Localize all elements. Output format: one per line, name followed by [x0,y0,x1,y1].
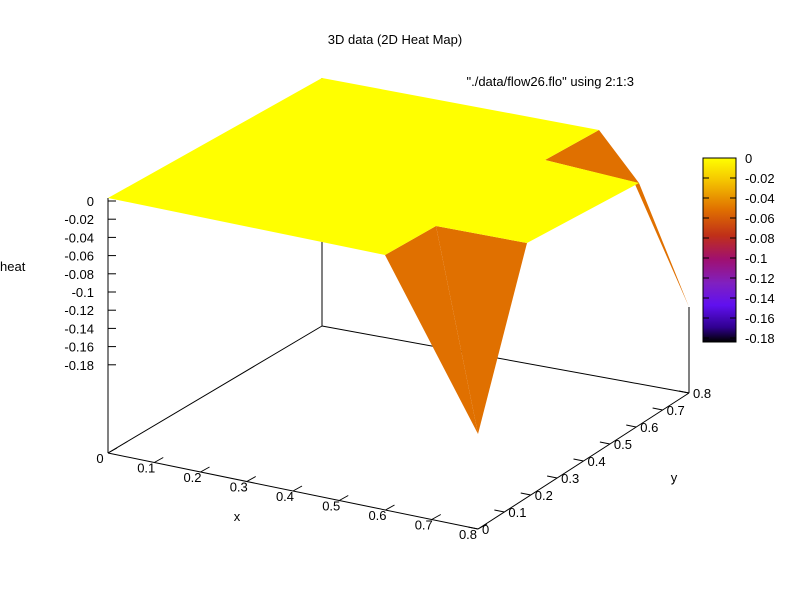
colorbar-tick-label: -0.04 [745,191,775,206]
z-tick-label: -0.18 [64,358,94,373]
z-tick-label: -0.08 [64,267,94,282]
y-tick-mark [626,424,637,428]
x-tick-mark [154,457,164,463]
z-ticks: 0 -0.02 -0.04 -0.06 -0.08 -0.1 -0.12 -0.14 -0.16… [64,194,116,373]
z-tick-label: -0.06 [64,249,94,264]
y-tick-mark [678,390,690,394]
z-tick-label: -0.02 [64,212,94,227]
colorbar: 0 -0.02 -0.04 -0.06 -0.08 -0.1 -0.12 -0.14 -0.16… [702,151,775,346]
y-tick-label: 0.1 [508,505,526,520]
y-tick-label: 0 [482,522,489,537]
colorbar-tick-label: -0.16 [745,311,775,326]
y-tick-label: 0.2 [535,488,553,503]
x-tick-label: 0.6 [368,508,386,523]
z-tick-label: -0.12 [64,303,94,318]
colorbar-tick-label: -0.08 [745,231,775,246]
surface-plateau [108,78,639,255]
back-x-line [321,325,690,394]
surface-face-back-right [545,130,689,307]
z-tick-label: -0.16 [64,340,94,355]
surface [108,78,689,434]
surface-face-front-spike [385,226,478,434]
x-tick-mark [292,485,303,492]
x-tick-mark [385,504,395,511]
y-tick-label: 0.3 [561,471,579,486]
colorbar-tick-label: -0.12 [745,271,775,286]
colorbar-tick-label: -0.06 [745,211,775,226]
y-tick-mark [573,458,584,462]
colorbar-tick-label: -0.1 [745,251,767,266]
y-tick-mark [494,509,505,513]
y-tick-label: 0.5 [614,437,632,452]
x-ticks: 0 0.1 0.2 0.3 0.4 0.5 0.6 0.7 0.8 [96,447,488,542]
x-tick-label: 0.3 [230,480,248,495]
y-tick-mark [520,492,531,496]
x-tick-mark [339,495,349,501]
x-tick-label: 0.7 [415,518,433,533]
z-tick-label: -0.14 [64,321,94,336]
y-tick-mark [599,441,610,445]
y-ticks: 0 0.1 0.2 0.3 0.4 0.5 0.6 0.7 0.8 [467,386,711,537]
x-tick-mark [477,523,488,530]
y-tick-label: 0.7 [667,403,685,418]
colorbar-tick-label: 0 [745,151,752,166]
x-tick-label: 0.2 [183,470,201,485]
colorbar-ticks: 0 -0.02 -0.04 -0.06 -0.08 -0.1 -0.12 -0.14 -0.16… [703,151,775,346]
surface-face-front-side [436,226,527,434]
z-tick-label: 0 [87,194,94,209]
series-legend: "./data/flow26.flo" using 2:1:3 [466,74,634,89]
x-tick-mark [431,514,441,520]
x-axis-label: x [234,509,241,524]
colorbar-tick-label: -0.02 [745,171,775,186]
x-tick-mark [107,447,118,454]
y-axis-label: y [671,470,678,485]
colorbar-tick-label: -0.18 [745,331,775,346]
y-tick-label: 0.4 [588,454,606,469]
z-axis-label: heat [0,259,26,274]
z-tick-label: -0.04 [64,230,94,245]
colorbar-gradient [702,157,737,343]
back-y-line [107,325,323,454]
x-tick-mark [246,476,256,482]
y-tick-label: 0.8 [693,386,711,401]
x-tick-label: 0.4 [276,489,294,504]
y-tick-label: 0.6 [640,420,658,435]
y-tick-mark [467,526,479,530]
x-tick-mark [200,466,210,473]
colorbar-tick-label: -0.14 [745,291,775,306]
x-tick-label: 0.1 [137,461,155,476]
y-tick-mark [652,407,663,411]
z-tick-label: -0.1 [72,285,94,300]
y-tick-mark [547,475,558,479]
chart-title: 3D data (2D Heat Map) [328,32,462,47]
x-tick-label: 0.5 [322,499,340,514]
x-tick-label: 0 [96,451,103,466]
x-tick-label: 0.8 [459,527,477,542]
